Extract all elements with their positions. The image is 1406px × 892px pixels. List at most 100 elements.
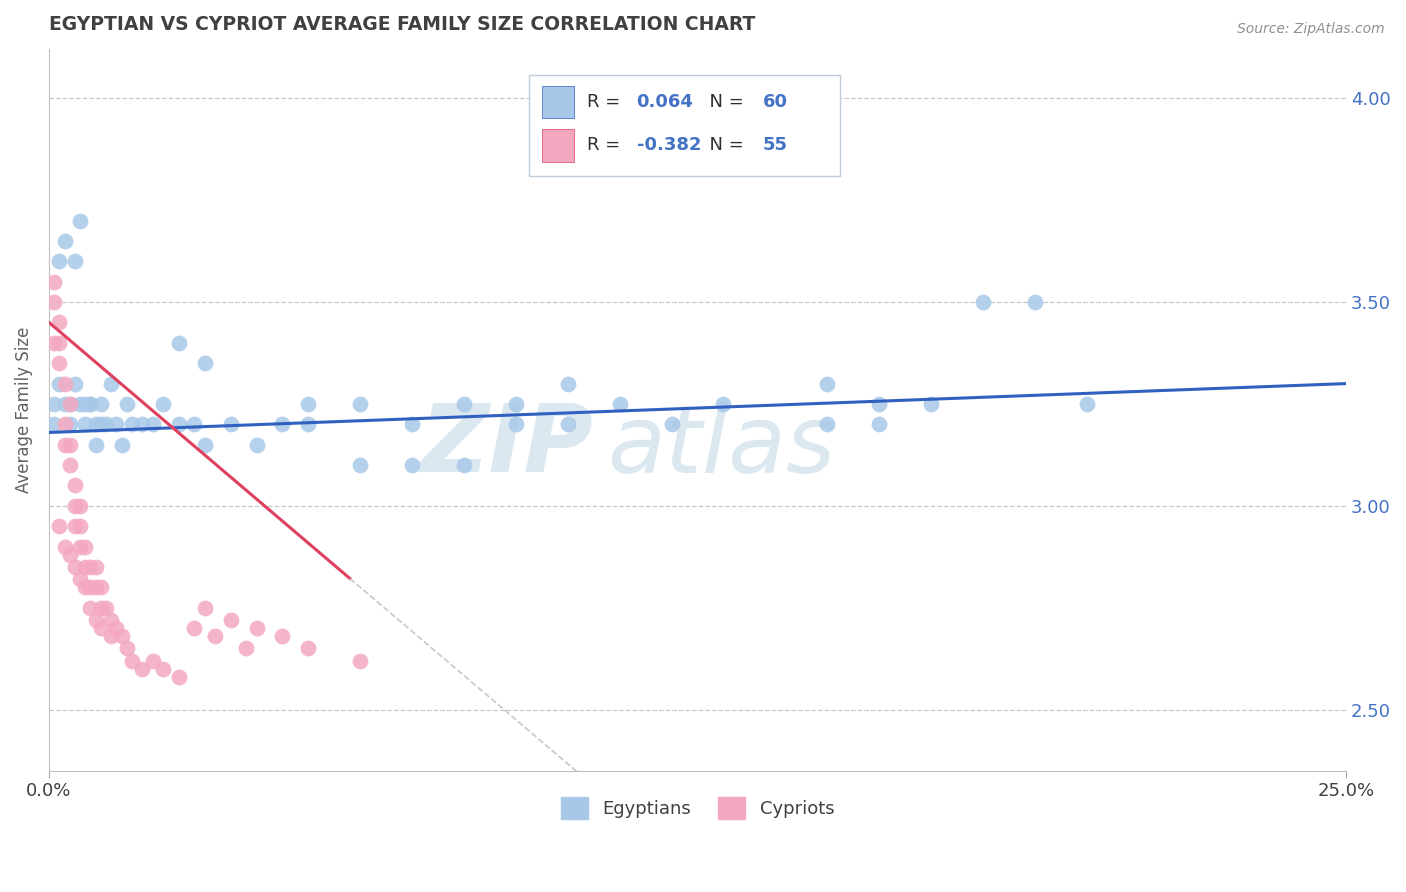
Point <box>271 629 294 643</box>
Point <box>194 356 217 370</box>
Point <box>453 458 475 472</box>
Text: ZIP: ZIP <box>420 401 593 492</box>
Point <box>53 234 76 248</box>
Point <box>75 580 97 594</box>
Point <box>69 397 91 411</box>
FancyBboxPatch shape <box>541 86 574 119</box>
Point <box>713 397 735 411</box>
Text: EGYPTIAN VS CYPRIOT AVERAGE FAMILY SIZE CORRELATION CHART: EGYPTIAN VS CYPRIOT AVERAGE FAMILY SIZE … <box>49 15 755 34</box>
Point <box>63 254 86 268</box>
Point <box>152 397 174 411</box>
Point <box>48 356 70 370</box>
Point <box>100 376 122 391</box>
Point <box>349 397 371 411</box>
Point <box>63 478 86 492</box>
Point <box>48 376 70 391</box>
Point <box>815 417 838 432</box>
Point <box>90 417 112 432</box>
Point <box>1076 397 1098 411</box>
Point <box>167 335 190 350</box>
Point <box>53 397 76 411</box>
Point <box>59 438 82 452</box>
Point <box>53 438 76 452</box>
Point <box>48 519 70 533</box>
Point <box>53 540 76 554</box>
Point <box>167 417 190 432</box>
Point <box>100 613 122 627</box>
FancyBboxPatch shape <box>529 75 841 176</box>
Point <box>815 376 838 391</box>
Point <box>557 376 579 391</box>
Point <box>44 417 66 432</box>
Point <box>297 417 319 432</box>
Point <box>131 417 153 432</box>
Point <box>115 397 138 411</box>
Point <box>84 438 107 452</box>
Point <box>972 295 994 310</box>
Point <box>69 572 91 586</box>
Point <box>90 600 112 615</box>
Point <box>63 376 86 391</box>
Legend: Egyptians, Cypriots: Egyptians, Cypriots <box>554 790 842 827</box>
Point <box>110 438 132 452</box>
Point <box>349 458 371 472</box>
Point <box>505 397 527 411</box>
Point <box>59 417 82 432</box>
Point <box>75 540 97 554</box>
Point <box>44 275 66 289</box>
Point <box>63 499 86 513</box>
Text: 60: 60 <box>762 93 787 112</box>
Point <box>75 417 97 432</box>
Point <box>79 397 101 411</box>
Point <box>245 621 267 635</box>
Point <box>79 560 101 574</box>
Text: R =: R = <box>588 136 626 154</box>
Point <box>297 397 319 411</box>
Text: N =: N = <box>697 93 749 112</box>
Point <box>69 540 91 554</box>
Point <box>868 417 890 432</box>
Point <box>1024 295 1046 310</box>
Text: N =: N = <box>697 136 749 154</box>
Point <box>94 417 117 432</box>
Point <box>94 600 117 615</box>
Point <box>219 613 242 627</box>
Point <box>142 654 165 668</box>
Point <box>59 458 82 472</box>
Point <box>219 417 242 432</box>
Point <box>183 621 205 635</box>
Point <box>121 417 143 432</box>
Point <box>297 641 319 656</box>
Text: 55: 55 <box>762 136 787 154</box>
Point <box>90 580 112 594</box>
Point <box>920 397 942 411</box>
Point <box>349 654 371 668</box>
Point <box>105 621 128 635</box>
Point <box>609 397 631 411</box>
Point <box>100 629 122 643</box>
Point <box>131 662 153 676</box>
Point <box>44 295 66 310</box>
Point <box>79 600 101 615</box>
Point <box>245 438 267 452</box>
Point <box>401 417 423 432</box>
Point <box>121 654 143 668</box>
Point <box>235 641 257 656</box>
FancyBboxPatch shape <box>541 129 574 161</box>
Point <box>115 641 138 656</box>
Point <box>63 519 86 533</box>
Point <box>401 458 423 472</box>
Point <box>90 397 112 411</box>
Point <box>59 397 82 411</box>
Point <box>44 397 66 411</box>
Point <box>48 254 70 268</box>
Text: atlas: atlas <box>607 401 835 491</box>
Point <box>59 397 82 411</box>
Point <box>63 560 86 574</box>
Point <box>90 621 112 635</box>
Point <box>142 417 165 432</box>
Text: -0.382: -0.382 <box>637 136 702 154</box>
Point <box>53 417 76 432</box>
Point <box>53 376 76 391</box>
Point <box>84 580 107 594</box>
